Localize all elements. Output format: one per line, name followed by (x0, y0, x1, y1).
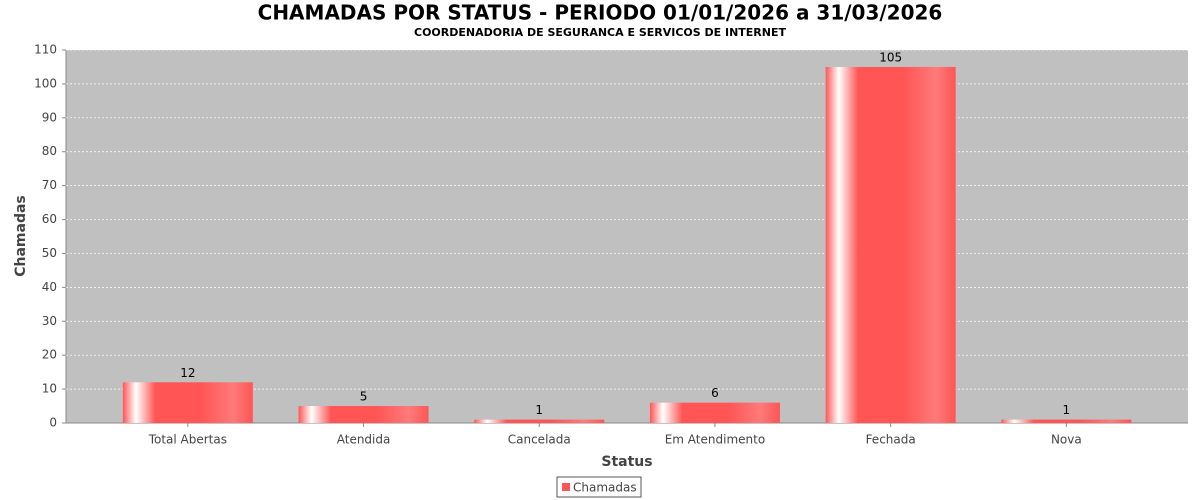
y-tick-label: 70 (42, 178, 57, 192)
y-tick-label: 90 (42, 110, 57, 124)
data-label: 1 (1063, 403, 1071, 417)
data-label: 12 (180, 366, 195, 380)
y-tick-label: 0 (49, 416, 57, 430)
y-tick-label: 80 (42, 144, 57, 158)
data-label: 5 (360, 390, 368, 404)
bar (1001, 419, 1132, 423)
x-tick-label: Atendida (337, 433, 391, 447)
bar (298, 406, 429, 423)
x-tick-label: Nova (1051, 433, 1082, 447)
x-tick-label: Fechada (866, 433, 916, 447)
legend (556, 476, 642, 498)
data-label: 6 (711, 386, 719, 400)
data-label: 105 (879, 50, 902, 64)
y-tick-label: 20 (42, 348, 57, 362)
x-tick-label: Cancelada (508, 433, 571, 447)
data-label: 1 (535, 403, 543, 417)
y-tick-label: 40 (42, 280, 57, 294)
bar (825, 66, 956, 424)
y-axis-label: Chamadas (13, 195, 29, 277)
y-tick-label: 60 (42, 212, 57, 226)
y-tick-label: 30 (42, 314, 57, 328)
bar (474, 419, 605, 423)
y-tick-label: 110 (34, 43, 57, 57)
chart-subtitle: COORDENADORIA DE SEGURANCA E SERVICOS DE… (414, 26, 786, 39)
plot-area (66, 50, 1188, 423)
chart-title: CHAMADAS POR STATUS - PERIODO 01/01/2026… (258, 1, 943, 25)
legend-label: Chamadas (573, 481, 637, 495)
x-tick-label: Total Abertas (148, 433, 227, 447)
bar (122, 382, 253, 423)
legend-swatch (562, 483, 570, 491)
y-tick-label: 10 (42, 382, 57, 396)
y-tick-label: 50 (42, 246, 57, 260)
x-tick-label: Em Atendimento (665, 433, 765, 447)
x-axis-label: Status (601, 454, 652, 470)
y-tick-label: 100 (34, 76, 57, 90)
bar (649, 402, 780, 423)
